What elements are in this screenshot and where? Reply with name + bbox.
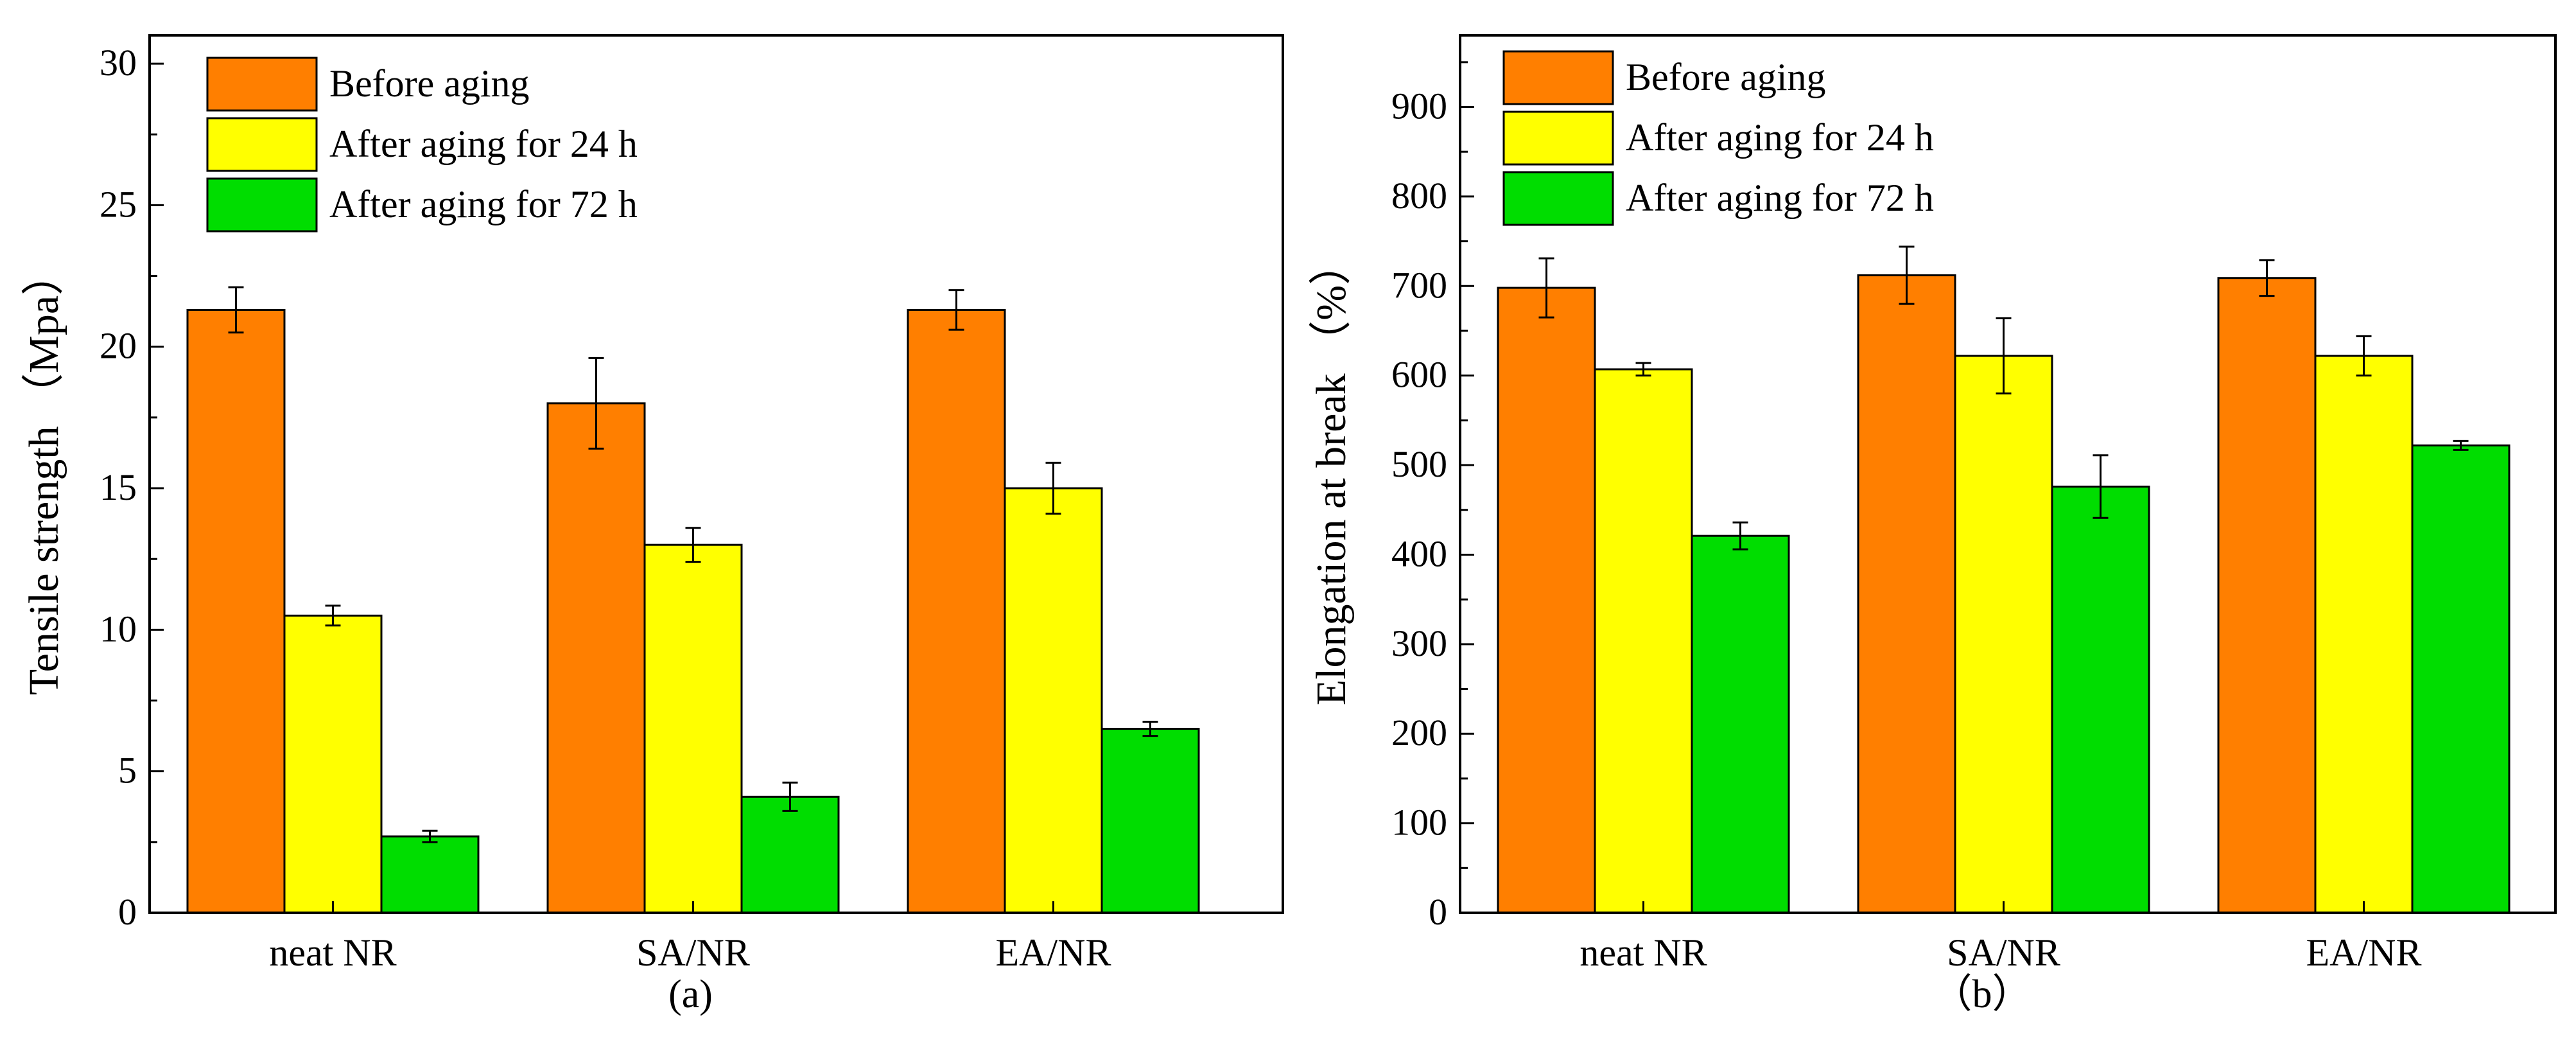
y-tick-label: 5 — [118, 750, 137, 791]
error-bar — [685, 527, 701, 563]
x-tick-label: EA/NR — [2306, 931, 2422, 974]
error-bar — [782, 781, 798, 812]
error-bar — [1142, 721, 1158, 737]
legend-label: After aging for 72 h — [1626, 177, 1934, 219]
y-tick-label: 600 — [1391, 354, 1447, 396]
x-tick-label: neat NR — [1580, 931, 1707, 974]
bar — [1857, 274, 1956, 914]
error-bar — [1635, 362, 1651, 377]
error-bar — [422, 829, 438, 843]
y-tick-label: 30 — [100, 42, 137, 84]
legend-item: Before aging — [1502, 50, 1826, 105]
legend-label: After aging for 72 h — [329, 183, 638, 225]
x-tick-label: SA/NR — [1947, 931, 2060, 974]
error-bar — [1996, 317, 2012, 395]
legend-label: After aging for 24 h — [1626, 116, 1934, 159]
legend-swatch — [1502, 50, 1614, 105]
bar — [643, 543, 743, 914]
legend-swatch — [1502, 171, 1614, 226]
error-bar — [588, 357, 604, 450]
panel-b: neat NR SA/NR EA/NR 0 100 200 300 400 500 600 700 8… — [1308, 34, 2557, 1016]
y-tick-label: 0 — [1429, 891, 1447, 933]
bar — [380, 835, 480, 914]
legend-swatch — [206, 57, 318, 112]
y-tick-label: 800 — [1391, 175, 1447, 216]
legend-swatch — [206, 177, 318, 233]
y-tick-label: 15 — [100, 466, 137, 508]
error-bar — [948, 289, 964, 331]
bar — [546, 402, 646, 914]
bar — [740, 795, 840, 914]
legend-label: Before aging — [1626, 56, 1826, 98]
y-axis-label: Elongation at break （%） — [1308, 243, 1355, 705]
y-tick-label: 100 — [1391, 802, 1447, 843]
error-bar — [325, 604, 341, 627]
error-bar — [2093, 454, 2109, 519]
bar — [186, 308, 286, 914]
y-axis-label: Tensile strength （Mpa） — [21, 253, 67, 695]
legend-item: Before aging — [206, 57, 530, 112]
bar — [907, 308, 1006, 914]
plot-frame — [148, 34, 1284, 914]
y-tick-label: 25 — [100, 183, 137, 225]
legend-item: After aging for 24 h — [1502, 110, 1934, 166]
bar — [1101, 728, 1200, 914]
bar — [2051, 486, 2150, 914]
y-tick-label: 900 — [1391, 85, 1447, 127]
x-tick-label: neat NR — [269, 931, 396, 974]
y-tick-label: 400 — [1391, 533, 1447, 574]
y-tick-label: 0 — [118, 891, 137, 933]
error-bar — [1045, 461, 1061, 515]
legend-swatch — [1502, 110, 1614, 166]
bar — [1691, 534, 1790, 914]
bar — [2314, 355, 2414, 914]
y-tick-label: 200 — [1391, 712, 1447, 754]
bar — [1004, 487, 1103, 914]
legend-label: Before aging — [329, 62, 530, 105]
error-bar — [228, 286, 244, 334]
bar — [2217, 277, 2317, 914]
bar — [1594, 368, 1693, 914]
x-tick-label: SA/NR — [636, 931, 750, 974]
y-tick-label: 10 — [100, 608, 137, 649]
bar — [1954, 355, 2053, 914]
error-bar — [1538, 257, 1554, 319]
y-tick-label: 500 — [1391, 443, 1447, 485]
error-bar — [2453, 439, 2469, 451]
error-bar — [2356, 335, 2372, 377]
legend-item: After aging for 72 h — [1502, 171, 1934, 226]
legend-swatch — [206, 117, 318, 172]
bar — [1497, 286, 1596, 914]
panel-a: neat NR SA/NR EA/NR 0 5 10 15 20 25 30 Tensile str… — [21, 34, 1284, 1016]
x-tick-label: EA/NR — [996, 931, 1111, 974]
error-bar — [2259, 259, 2275, 297]
y-tick-label: 20 — [100, 325, 137, 367]
plot-frame — [1459, 34, 2557, 914]
bar — [2411, 444, 2511, 914]
panel-label: (a) — [668, 973, 713, 1016]
error-bar — [1732, 521, 1748, 551]
y-tick-label: 700 — [1391, 264, 1447, 306]
legend-item: After aging for 24 h — [206, 117, 638, 172]
bar — [283, 614, 383, 914]
y-tick-label: 300 — [1391, 622, 1447, 664]
legend-item: After aging for 72 h — [206, 177, 638, 233]
legend-label: After aging for 24 h — [329, 123, 638, 165]
error-bar — [1899, 245, 1915, 305]
panel-label: （b） — [1932, 973, 2032, 1016]
